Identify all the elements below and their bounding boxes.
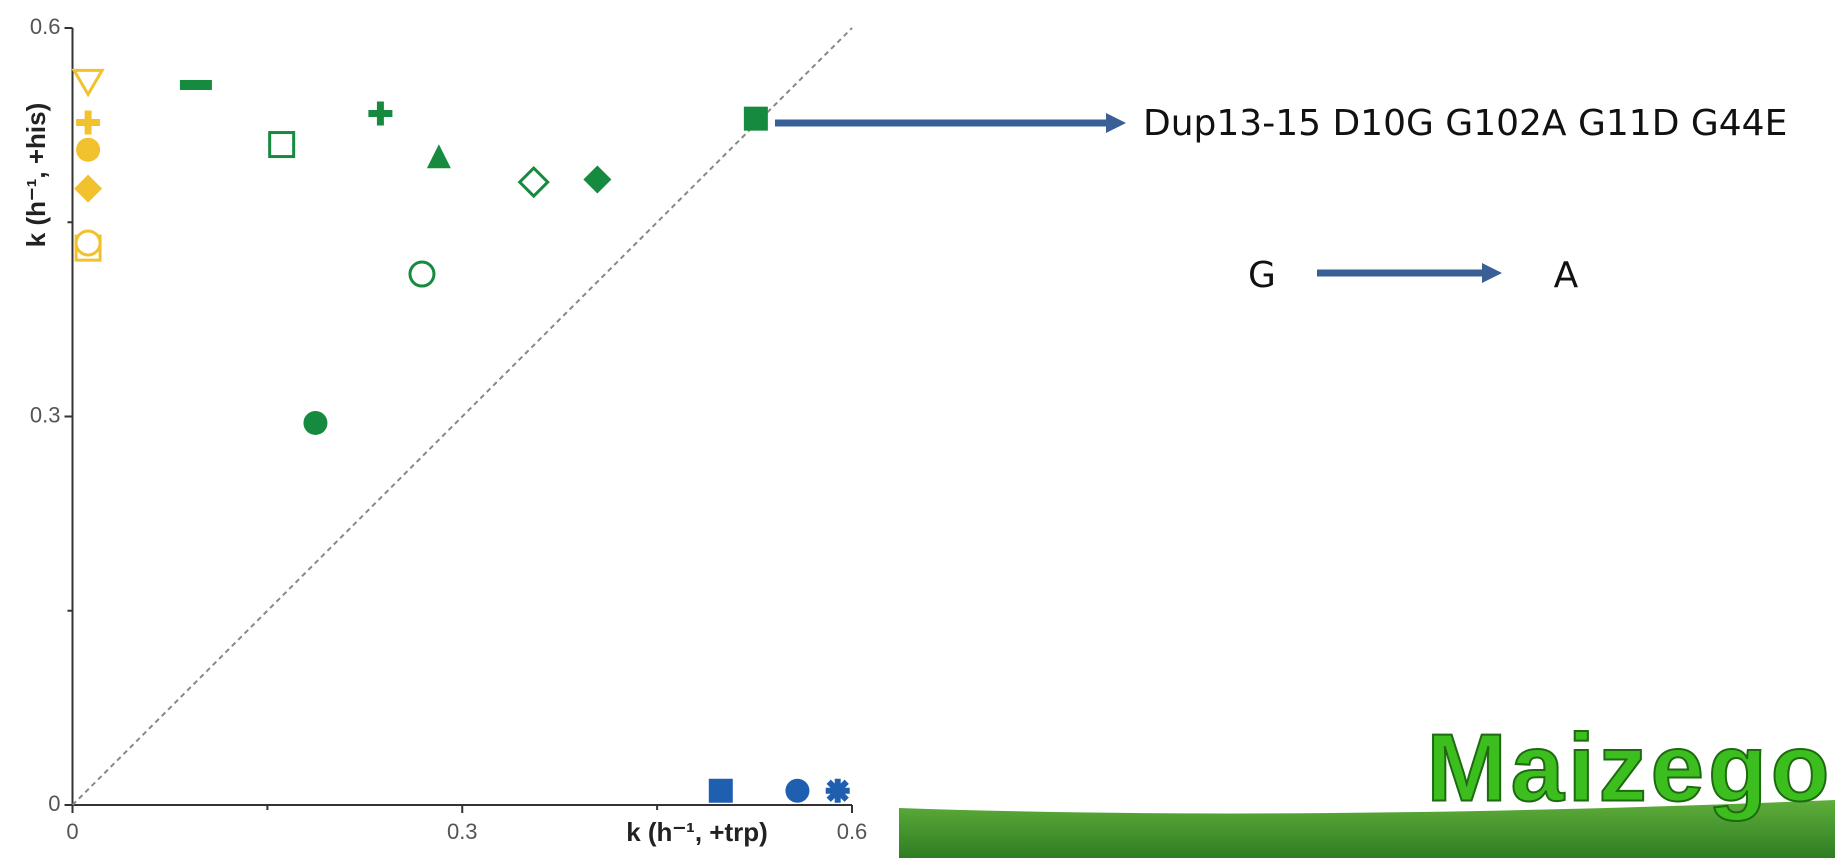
point <box>583 166 611 194</box>
point <box>709 779 733 803</box>
point <box>76 111 100 135</box>
slide: Maizego Dup13-15 D10G G102A G11D G44E G … <box>0 0 1835 858</box>
diagonal <box>73 28 853 805</box>
y-axis-label: k (h⁻¹, +his) <box>21 103 51 247</box>
x-axis-label: k (h⁻¹, +trp) <box>626 817 768 847</box>
y-tick-label: 0 <box>48 791 60 816</box>
x-tick-label: 0 <box>66 819 78 844</box>
y-tick-label: 0.3 <box>30 402 61 427</box>
point <box>826 779 850 803</box>
point <box>76 231 100 255</box>
x-tick-label: 0.3 <box>447 819 478 844</box>
page: {"chart_data": {"type": "scatter", "xlab… <box>0 0 1835 858</box>
point <box>180 80 212 90</box>
x-tick-label: 0.6 <box>837 819 868 844</box>
point <box>74 70 102 94</box>
annotation: A <box>1554 255 1579 296</box>
annotation: Dup13-15 D10G G102A G11D G44E <box>1143 103 1787 144</box>
y-tick-label: 0.6 <box>30 14 61 39</box>
logo: Maizego <box>1427 714 1834 821</box>
point <box>270 133 294 157</box>
point <box>427 144 451 168</box>
point <box>410 262 434 286</box>
point <box>74 175 102 203</box>
point <box>744 107 768 131</box>
annotation: G <box>1248 255 1276 296</box>
point <box>76 138 100 162</box>
point <box>368 101 392 125</box>
point <box>303 411 327 435</box>
point <box>785 779 809 803</box>
point <box>520 168 548 196</box>
